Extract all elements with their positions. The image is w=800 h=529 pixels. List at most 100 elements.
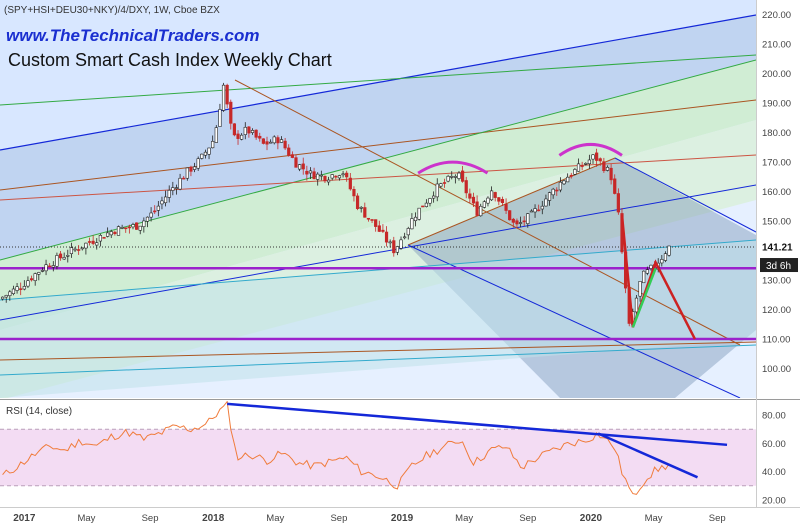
candle-body bbox=[4, 295, 8, 298]
candle-body bbox=[569, 174, 573, 177]
brown-rise-line bbox=[407, 157, 616, 246]
candle-body bbox=[515, 220, 519, 225]
candle-body bbox=[156, 205, 160, 211]
candle-body bbox=[544, 198, 548, 207]
last-price-value: 141.21 bbox=[762, 243, 793, 254]
candle-body bbox=[294, 157, 298, 168]
left-shoulder-arc bbox=[417, 160, 489, 175]
candle-body bbox=[250, 130, 255, 133]
candle-body bbox=[87, 241, 92, 243]
candle-body bbox=[435, 183, 439, 198]
falling-channel-lower bbox=[407, 244, 741, 398]
candle-body bbox=[450, 176, 454, 178]
candle-body bbox=[287, 147, 291, 156]
candle-body bbox=[167, 189, 171, 198]
candle-body bbox=[529, 210, 534, 213]
candle-body bbox=[555, 189, 559, 192]
candle-body bbox=[142, 220, 146, 228]
candle-body bbox=[326, 179, 331, 183]
candle-body bbox=[98, 235, 102, 242]
candle-body bbox=[395, 246, 400, 253]
candle-body bbox=[471, 196, 476, 204]
candle-body bbox=[547, 192, 552, 201]
candle-body bbox=[58, 253, 63, 259]
candle-body bbox=[84, 242, 88, 249]
candle-body bbox=[80, 247, 84, 250]
candle-body bbox=[207, 147, 211, 155]
rsi-line bbox=[2, 401, 670, 495]
price-tick-label: 180.00 bbox=[762, 128, 791, 139]
price-tick-label: 130.00 bbox=[762, 276, 791, 287]
rsi-tick-label: 20.00 bbox=[762, 495, 786, 506]
candle-body bbox=[392, 240, 396, 254]
candle-body bbox=[22, 286, 26, 290]
candle-body bbox=[55, 255, 59, 267]
price-tick-label: 210.00 bbox=[762, 40, 791, 51]
green-channel-line-top bbox=[0, 54, 756, 106]
candle-body bbox=[461, 170, 465, 182]
candle-body bbox=[26, 280, 30, 287]
candle-body bbox=[279, 139, 284, 143]
candle-body bbox=[40, 270, 45, 272]
green-recovery-path bbox=[631, 267, 657, 328]
candle-body bbox=[189, 166, 193, 172]
candle-body bbox=[319, 174, 323, 177]
candle-body bbox=[464, 180, 468, 194]
candle-body bbox=[540, 205, 544, 210]
candle-body bbox=[243, 126, 247, 135]
time-tick-label: May bbox=[455, 513, 473, 524]
candle-body bbox=[660, 259, 664, 264]
candle-body bbox=[200, 153, 204, 159]
time-tick-label: 2020 bbox=[580, 513, 603, 524]
candle-body bbox=[413, 216, 418, 222]
candle-body bbox=[192, 166, 197, 170]
rsi-indicator-label[interactable]: RSI (14, close) bbox=[6, 406, 73, 417]
candle-body bbox=[316, 173, 320, 180]
candle-body bbox=[102, 237, 106, 239]
symbol-label[interactable]: (SPY+HSI+DEU30+NKY)/4/DXY, 1W, Cboe BZX bbox=[4, 5, 220, 16]
time-tick-label: Sep bbox=[142, 513, 159, 524]
candle-body bbox=[341, 173, 345, 176]
upper-channel-fill bbox=[0, 0, 756, 150]
candle-body bbox=[290, 154, 294, 158]
candle-body bbox=[591, 154, 595, 160]
candle-body bbox=[424, 202, 428, 207]
cyan-channel-fill bbox=[0, 240, 756, 398]
falling-channel-upper bbox=[614, 157, 756, 233]
price-tick-label: 150.00 bbox=[762, 217, 791, 228]
candle-body bbox=[374, 219, 378, 227]
time-tick-label: Sep bbox=[709, 513, 726, 524]
candle-body bbox=[526, 213, 530, 224]
candle-body bbox=[359, 207, 363, 209]
candle-body bbox=[638, 281, 642, 297]
brown-channel-line bbox=[0, 99, 756, 191]
candle-body bbox=[584, 163, 588, 165]
candle-body bbox=[254, 129, 258, 138]
candle-body bbox=[135, 222, 139, 230]
candle-body bbox=[432, 195, 436, 199]
candle-body bbox=[185, 167, 189, 179]
candle-body bbox=[551, 188, 555, 196]
candle-body bbox=[145, 216, 150, 222]
candle-body bbox=[337, 175, 342, 179]
candle-body bbox=[178, 177, 182, 190]
candle-body bbox=[171, 187, 175, 191]
candle-body bbox=[363, 207, 367, 218]
time-tick-label: 2018 bbox=[202, 513, 225, 524]
candle-body bbox=[406, 228, 410, 236]
candle-body bbox=[203, 151, 208, 156]
candle-body bbox=[562, 180, 566, 185]
website-watermark: www.TheTechnicalTraders.com bbox=[6, 26, 260, 45]
time-tick-label: 2019 bbox=[391, 513, 414, 524]
rsi-tick-label: 80.00 bbox=[762, 411, 786, 422]
candle-body bbox=[667, 245, 671, 256]
candle-body bbox=[298, 164, 302, 170]
candle-body bbox=[370, 219, 374, 221]
candle-body bbox=[442, 182, 447, 184]
candle-body bbox=[522, 220, 526, 223]
candle-body bbox=[272, 136, 276, 144]
candle-body bbox=[446, 175, 450, 182]
candle-body bbox=[537, 209, 541, 212]
candle-body bbox=[605, 167, 610, 171]
